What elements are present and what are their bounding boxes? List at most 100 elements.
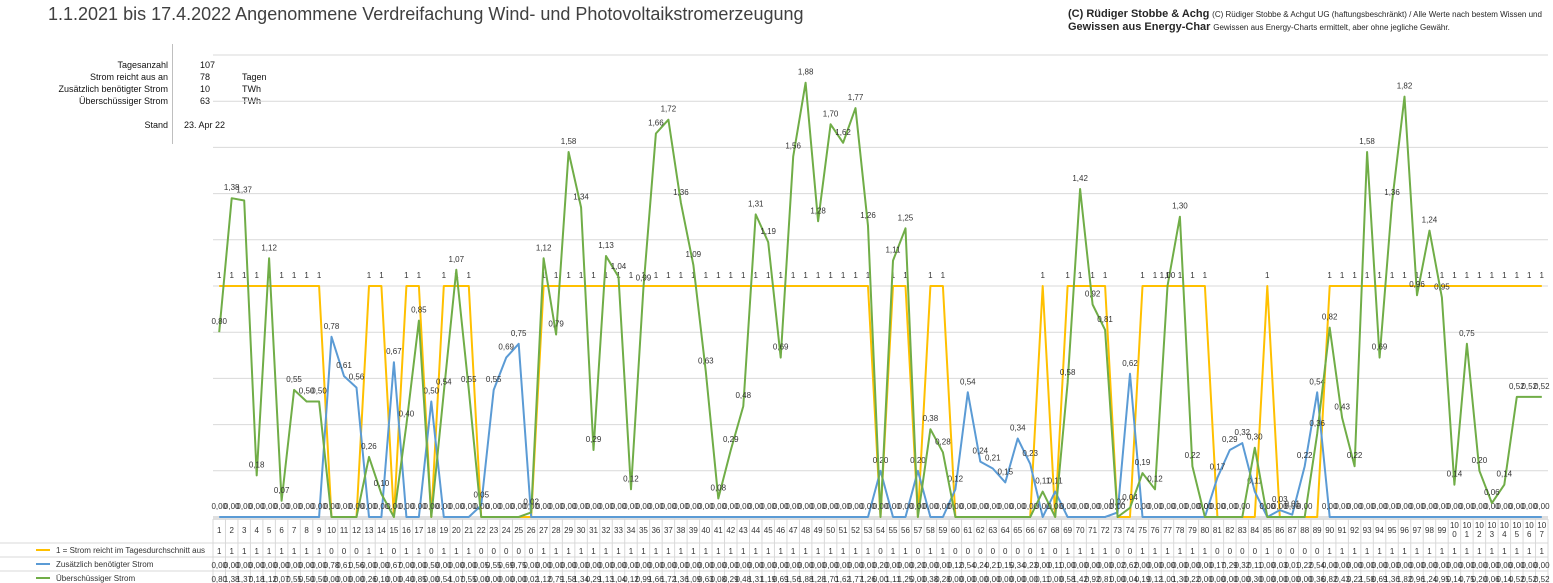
table-cell: 0,00 (1322, 561, 1338, 570)
data-label: 0,21 (985, 453, 1001, 462)
table-cell: 0 (953, 547, 958, 556)
data-label: 0,18 (249, 460, 265, 469)
data-label: 1 (1103, 271, 1108, 280)
table-cell: 1 (404, 547, 409, 556)
data-label: 0,24 (973, 447, 989, 456)
data-label: 1 (1440, 271, 1445, 280)
data-label: 1,66 (648, 119, 664, 128)
data-label: 0,50 (299, 387, 315, 396)
credit-line-2-small: Gewissen aus Energy-Charts ermittelt, ab… (1213, 23, 1450, 32)
data-label: 0,29 (1222, 435, 1238, 444)
table-cell: 0,00 (498, 575, 514, 583)
data-label: 1,26 (860, 211, 876, 220)
table-cell: 0,00 (1259, 561, 1275, 570)
table-cell: 1,66 (648, 575, 664, 583)
data-label: 1 (304, 271, 309, 280)
data-label: 1,72 (661, 105, 677, 114)
x-tick-label: 67 (1038, 526, 1047, 535)
data-label: 0,01 (1284, 500, 1300, 509)
x-tick-label: 47 (789, 526, 798, 535)
table-cell: 1 (229, 547, 234, 556)
data-label: 1 (1078, 271, 1083, 280)
table-cell: 0,23 (1022, 561, 1038, 570)
table-cell: 0,92 (1085, 575, 1101, 583)
data-label: 0,00 (1484, 502, 1500, 511)
data-label: 1 (1190, 271, 1195, 280)
table-cell: 0,00 (1097, 561, 1113, 570)
table-cell: 1 (816, 547, 821, 556)
table-cell: 1 (1452, 547, 1457, 556)
data-label: 1 (1502, 271, 1507, 280)
x-tick-label: 36 (651, 526, 660, 535)
table-cell: 1 (903, 547, 908, 556)
data-label: 0,00 (910, 502, 926, 511)
data-label: 1 (716, 271, 721, 280)
data-label: 1 (666, 271, 671, 280)
table-cell: 0,05 (473, 561, 489, 570)
data-label: 0,00 (1372, 502, 1388, 511)
x-tick-label: 34 (627, 526, 636, 535)
table-cell: 1,62 (835, 575, 851, 583)
table-cell: 0,20 (910, 561, 926, 570)
data-label: 0,00 (1447, 502, 1463, 511)
x-tick-label: 69 (1063, 526, 1072, 535)
table-cell: 0,00 (374, 561, 390, 570)
x-tick-label: 60 (951, 526, 960, 535)
table-cell: 0,00 (1334, 561, 1350, 570)
data-label: 0,00 (1422, 502, 1438, 511)
table-cell: 1 (866, 547, 871, 556)
data-label: 0,43 (1334, 403, 1350, 412)
table-cell: 1 (729, 547, 734, 556)
table-cell: 1 (1490, 547, 1495, 556)
table-cell: 0,00 (511, 575, 527, 583)
data-label: 0,00 (1210, 502, 1226, 511)
data-label: 0,00 (1110, 502, 1126, 511)
table-cell: 0 (1028, 547, 1033, 556)
x-tick-label: 50 (826, 526, 835, 535)
data-label: 1 (229, 271, 234, 280)
table-cell: 1 (841, 547, 846, 556)
data-label: 1 (791, 271, 796, 280)
data-label: 0,00 (1434, 502, 1450, 511)
x-tick-label: 57 (913, 526, 922, 535)
table-cell: 1,09 (686, 575, 702, 583)
table-cell: 0,00 (1072, 561, 1088, 570)
data-label: 1 (1365, 271, 1370, 280)
data-label: 0,63 (698, 356, 714, 365)
table-cell: 0,50 (424, 561, 440, 570)
data-label: 0,14 (1497, 470, 1513, 479)
table-cell: 0,00 (486, 575, 502, 583)
table-cell: 0,00 (1534, 561, 1550, 570)
data-label: 0,00 (1197, 502, 1213, 511)
x-tick-label: 12 (352, 526, 361, 535)
x-tick-label: 26 (527, 526, 536, 535)
data-label: 0,15 (997, 467, 1013, 476)
table-cell: 0 (392, 547, 397, 556)
x-tick-label: 44 (751, 526, 760, 535)
table-cell: 0 (491, 547, 496, 556)
table-cell: 1 (679, 547, 684, 556)
stat-value: 10 (200, 84, 211, 94)
table-cell: 0,52 (1534, 575, 1550, 583)
table-cell: 1,38 (224, 575, 240, 583)
table-cell: 0,11 (1247, 561, 1263, 570)
data-label: 0,00 (973, 502, 989, 511)
x-tick-label: 10 7 (1537, 521, 1546, 539)
data-label: 0,00 (698, 502, 714, 511)
table-cell: 1 (379, 547, 384, 556)
x-tick-label: 96 (1400, 526, 1409, 535)
table-cell: 0,79 (548, 575, 564, 583)
data-label: 1 (828, 271, 833, 280)
table-cell: 0,00 (1497, 561, 1513, 570)
x-tick-label: 38 (676, 526, 685, 535)
data-label: 0,00 (985, 502, 1001, 511)
x-tick-label: 75 (1138, 526, 1147, 535)
data-label: 0,00 (673, 502, 689, 511)
data-label: 0,00 (748, 502, 764, 511)
x-tick-label: 56 (901, 526, 910, 535)
table-cell: 1,07 (449, 575, 465, 583)
x-tick-label: 29 (564, 526, 573, 535)
table-cell: 0,43 (1334, 575, 1350, 583)
x-tick-label: 79 (1188, 526, 1197, 535)
data-label: 0,00 (1509, 502, 1525, 511)
